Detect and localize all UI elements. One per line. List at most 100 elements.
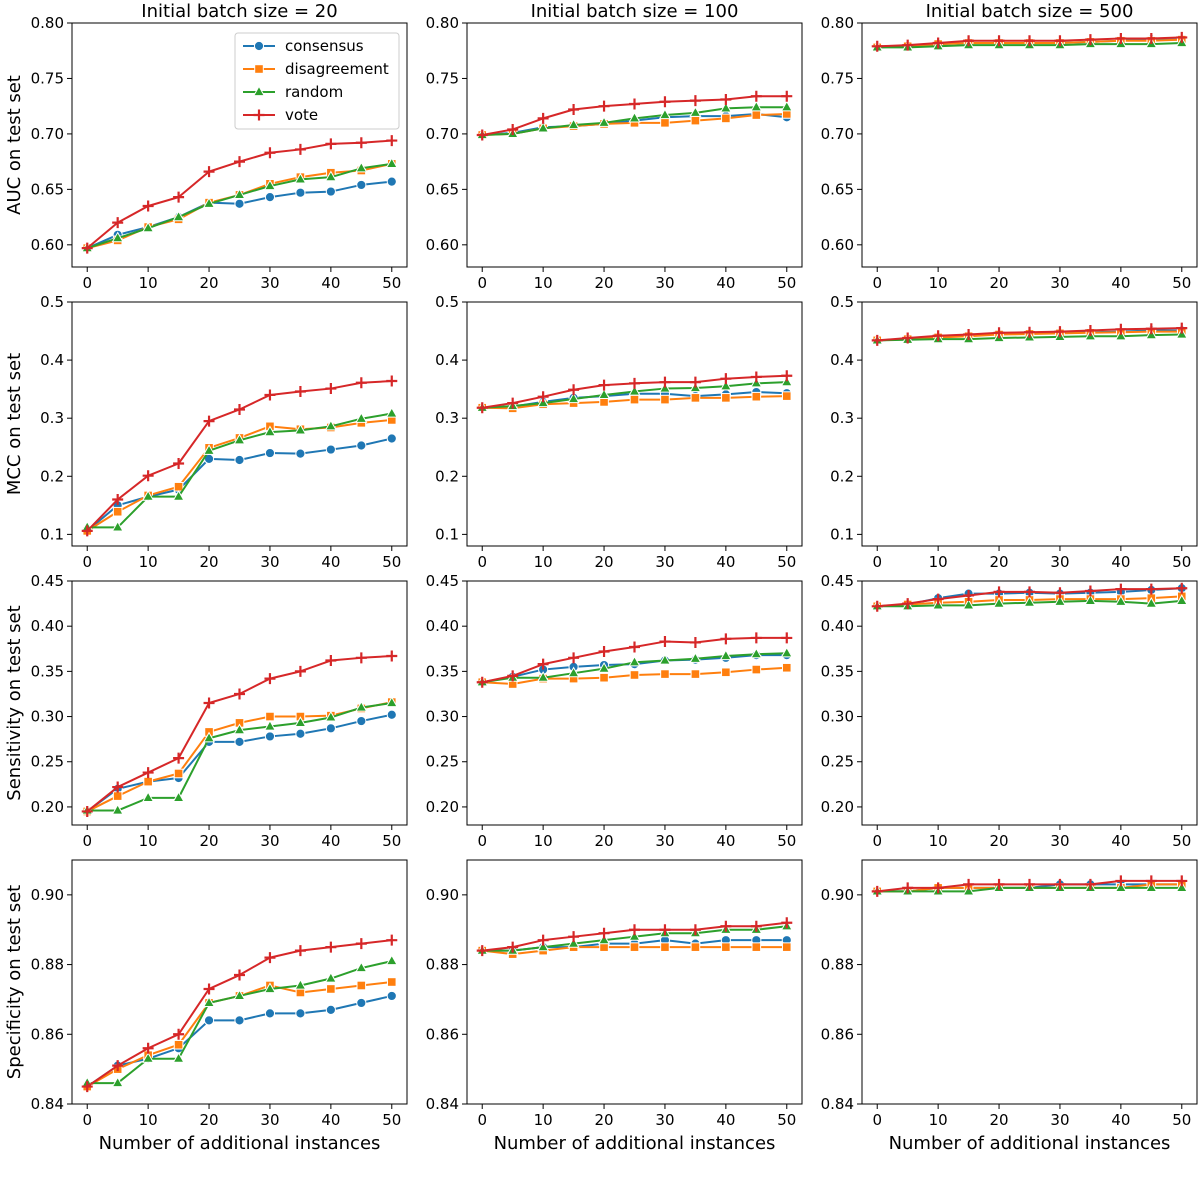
data-point-disagreement (751, 110, 762, 120)
data-point-vote (1054, 326, 1066, 338)
y-axis-label: MCC on test set (4, 353, 25, 495)
data-point-disagreement (143, 776, 153, 787)
data-point-random (294, 423, 307, 435)
chart-panel: 0.1 0.2 0.3 0.4 0.5 0 10 20 30 40 50 (40, 293, 408, 571)
data-point-vote (386, 135, 398, 147)
data-point-vote (325, 655, 337, 667)
data-point-vote (659, 376, 671, 388)
data-point-random (750, 100, 763, 112)
data-point-vote (1115, 33, 1127, 45)
data-point-random (324, 419, 337, 431)
plot-area (466, 859, 803, 1105)
data-point-disagreement (690, 115, 701, 126)
column-title: Initial batch size = 500 (926, 1, 1134, 22)
data-point-disagreement (721, 942, 731, 952)
data-point-disagreement (781, 391, 792, 401)
data-point-vote (750, 632, 762, 644)
x-tick-label: 50 (1172, 832, 1191, 850)
data-point-vote (476, 402, 488, 414)
y-tick-label: 0.4 (40, 351, 64, 369)
x-tick-label: 10 (534, 1111, 553, 1129)
data-point-vote (1054, 35, 1066, 47)
data-point-random (142, 1052, 155, 1063)
y-axis-label: Specificity on test set (4, 885, 25, 1079)
data-point-vote (629, 98, 640, 110)
data-point-vote (1054, 878, 1066, 890)
data-point-random (962, 884, 975, 896)
y-tick-label: 0.84 (821, 1095, 854, 1113)
data-point-random (597, 116, 611, 127)
data-point-disagreement (629, 670, 640, 680)
y-tick-label: 0.84 (426, 1095, 459, 1113)
data-point-consensus (234, 736, 245, 747)
x-tick-label: 30 (655, 1111, 674, 1129)
x-tick-label: 40 (321, 553, 340, 571)
x-tick-label: 20 (594, 274, 613, 292)
data-point-vote (81, 242, 93, 254)
y-tick-label: 0.45 (31, 572, 64, 590)
data-point-consensus (264, 192, 276, 203)
data-point-vote (112, 1060, 124, 1072)
data-point-random (567, 937, 580, 948)
y-tick-label: 0.25 (426, 753, 459, 771)
data-point-random (202, 444, 216, 455)
data-point-vote (1024, 878, 1035, 890)
data-point-vote (1115, 323, 1127, 335)
x-tick-label: 30 (1050, 274, 1069, 292)
data-point-disagreement (721, 667, 731, 678)
data-point-vote (507, 123, 519, 135)
x-tick-label: 10 (929, 553, 948, 571)
data-point-vote (507, 670, 519, 682)
data-point-vote (1145, 583, 1157, 595)
data-point-disagreement (660, 118, 670, 128)
data-point-consensus (356, 715, 367, 727)
data-point-random (233, 433, 246, 445)
x-tick-label: 20 (594, 553, 613, 571)
data-point-vote (932, 37, 944, 49)
y-tick-label: 0.90 (426, 886, 459, 904)
data-point-consensus (386, 176, 397, 187)
data-point-vote (993, 586, 1005, 598)
x-tick-label: 20 (989, 274, 1008, 292)
y-tick-label: 0.90 (821, 886, 854, 904)
data-point-random (324, 971, 337, 983)
y-tick-label: 0.4 (435, 351, 459, 369)
data-point-random (1053, 595, 1067, 606)
chart-panel: 0.84 0.86 0.88 0.90 0 10 20 30 40 50 (821, 859, 1198, 1129)
data-point-consensus (386, 433, 397, 444)
x-tick-label: 40 (321, 832, 340, 850)
data-point-vote (476, 945, 488, 957)
data-point-consensus (325, 186, 336, 197)
y-tick-label: 0.90 (31, 886, 64, 904)
x-tick-label: 50 (382, 274, 401, 292)
data-point-random (1114, 329, 1127, 341)
data-point-vote (355, 377, 367, 389)
chart-panel: 0.84 0.86 0.88 0.90 0 10 20 30 40 50 (31, 859, 408, 1129)
data-point-disagreement (751, 942, 762, 952)
x-tick-label: 0 (477, 832, 487, 850)
data-point-disagreement (660, 942, 670, 952)
data-point-random (202, 731, 216, 743)
data-point-vote (264, 389, 276, 401)
data-point-vote (689, 95, 701, 107)
x-tick-label: 50 (777, 274, 796, 292)
y-tick-label: 0.35 (821, 662, 854, 680)
data-point-vote (659, 636, 671, 648)
x-tick-label: 30 (260, 832, 279, 850)
y-tick-label: 0.75 (426, 69, 459, 87)
y-tick-label: 0.60 (31, 236, 64, 254)
x-tick-label: 50 (777, 1111, 796, 1129)
data-point-vote (1145, 875, 1157, 887)
data-point-vote (781, 90, 793, 102)
data-point-random (689, 106, 702, 117)
data-point-random (324, 710, 337, 722)
data-point-vote (720, 633, 732, 645)
data-point-random (1114, 881, 1127, 892)
data-point-random (628, 655, 641, 667)
data-point-vote (932, 882, 944, 894)
y-tick-label: 0.5 (40, 293, 64, 311)
data-point-vote (963, 589, 975, 601)
y-tick-label: 0.80 (31, 14, 64, 32)
chart-panel: 0.84 0.86 0.88 0.90 0 10 20 30 40 50 (426, 859, 803, 1129)
data-point-disagreement (112, 791, 123, 801)
